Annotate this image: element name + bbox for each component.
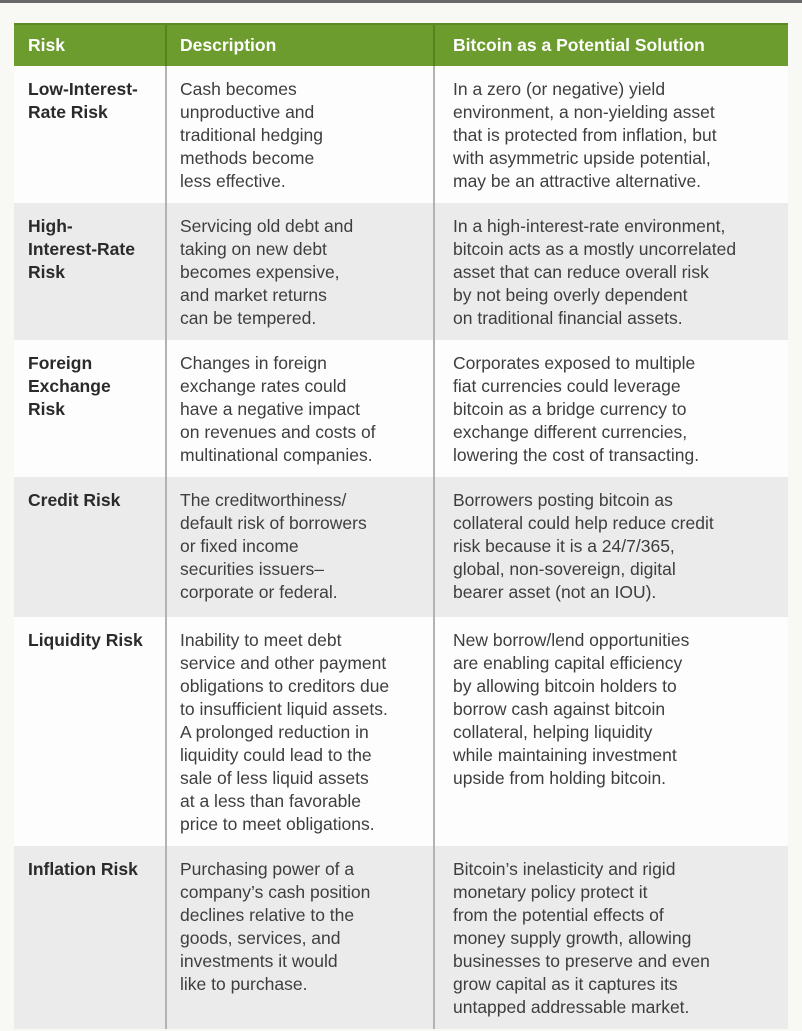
header-cell-risk: Risk [28, 35, 65, 55]
solution-cell: Borrowers posting bitcoin as collateral … [433, 477, 788, 617]
description-cell: The creditworthiness/ default risk of bo… [165, 477, 433, 617]
table-header-row: Risk Description Bitcoin as a Potential … [14, 23, 788, 66]
description-cell: Cash becomes unproductive and traditiona… [165, 66, 433, 203]
solution-cell: Bitcoin’s inelasticity and rigid monetar… [433, 846, 788, 1029]
description-cell: Changes in foreign exchange rates could … [165, 340, 433, 477]
table-row-foreign-exchange-risk: Foreign Exchange Risk Changes in foreign… [14, 340, 788, 477]
risk-cell: Credit Risk [28, 490, 121, 510]
description-cell: Purchasing power of a company’s cash pos… [165, 846, 433, 1029]
table-row-inflation-risk: Inflation Risk Purchasing power of a com… [14, 846, 788, 1029]
solution-cell: In a high-interest-rate environment, bit… [433, 203, 788, 340]
top-edge-strip [0, 0, 802, 3]
solution-cell: New borrow/lend opportunities are enabli… [433, 617, 788, 846]
description-cell: Inability to meet debt service and other… [165, 617, 433, 846]
table-row-credit-risk: Credit Risk The creditworthiness/ defaul… [14, 477, 788, 617]
solution-cell: In a zero (or negative) yield environmen… [433, 66, 788, 203]
bitcoin-risk-table: Risk Description Bitcoin as a Potential … [14, 23, 788, 1029]
solution-cell: Corporates exposed to multiple fiat curr… [433, 340, 788, 477]
table-row-liquidity-risk: Liquidity Risk Inability to meet debt se… [14, 617, 788, 846]
risk-cell: Liquidity Risk [28, 630, 143, 650]
risk-cell: Inflation Risk [28, 859, 138, 879]
risk-cell: Low-Interest- Rate Risk [28, 79, 138, 122]
header-cell-description: Description [165, 25, 433, 66]
header-cell-solution: Bitcoin as a Potential Solution [433, 25, 788, 66]
risk-cell: High- Interest-Rate Risk [28, 216, 135, 282]
table-row-high-interest-rate-risk: High- Interest-Rate Risk Servicing old d… [14, 203, 788, 340]
table-body: Low-Interest- Rate Risk Cash becomes unp… [14, 66, 788, 1029]
description-cell: Servicing old debt and taking on new deb… [165, 203, 433, 340]
table-row-low-interest-rate-risk: Low-Interest- Rate Risk Cash becomes unp… [14, 66, 788, 203]
risk-cell: Foreign Exchange Risk [28, 353, 111, 419]
